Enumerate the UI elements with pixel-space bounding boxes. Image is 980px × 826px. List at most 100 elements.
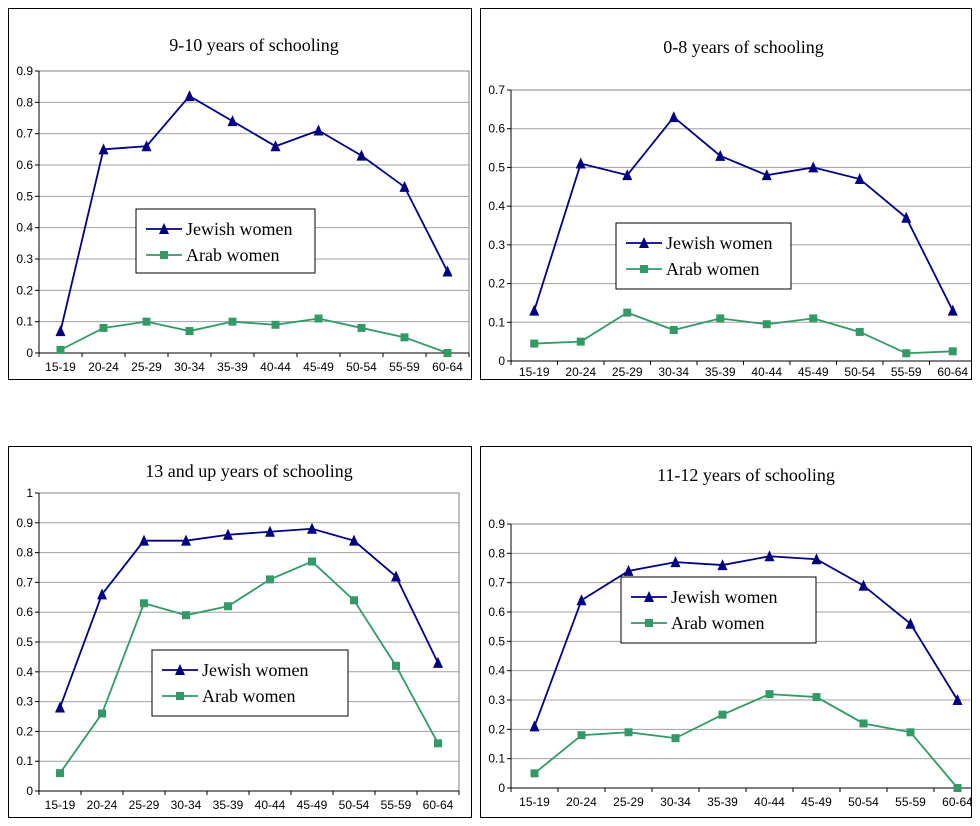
x-tick-label: 35-39 (705, 365, 736, 379)
legend-marker-square (160, 251, 168, 259)
series-line (59, 560, 439, 774)
legend-label: Jewish women (202, 660, 309, 680)
data-point-triangle (227, 115, 238, 127)
data-point-triangle (141, 140, 152, 152)
x-tick-label: 25-29 (612, 365, 643, 379)
y-tick-label: 0.3 (16, 695, 33, 709)
y-tick-label: 0.2 (488, 277, 505, 291)
x-tick-label: 20-24 (88, 360, 119, 374)
data-point-square (762, 320, 771, 329)
y-tick-label: 0.6 (488, 122, 505, 136)
data-point-square (530, 339, 539, 348)
data-point-square (266, 575, 274, 584)
y-tick-label: 0.6 (16, 605, 33, 619)
y-tick-label: 0.9 (488, 517, 505, 531)
x-tick-label: 25-29 (613, 795, 644, 809)
series-line (534, 311, 953, 355)
x-tick-label: 20-24 (566, 795, 597, 809)
data-point-triangle (356, 149, 367, 161)
legend-label: Jewish women (186, 219, 293, 239)
x-tick-label: 40-44 (751, 365, 782, 379)
data-point-square (140, 599, 148, 608)
y-tick-label: 0.4 (16, 665, 33, 679)
data-point-triangle (529, 304, 540, 316)
chart-title: 9-10 years of schooling (169, 35, 338, 55)
data-point-square (906, 728, 915, 737)
y-tick-label: 0.2 (488, 722, 505, 736)
chart-panel-0-8-years: 0-8 years of schooling 0 0.1 0.2 0.3 0.4 0.5 0.… (480, 8, 972, 380)
y-tick-label: 0.6 (488, 605, 505, 619)
x-tick-label: 15-19 (45, 798, 76, 812)
data-point-square (669, 326, 678, 335)
x-tick-label: 20-24 (565, 365, 596, 379)
data-point-square (56, 769, 64, 778)
x-tick-label: 35-39 (213, 798, 244, 812)
data-point-square (350, 596, 358, 605)
y-tick-label: 0.5 (488, 160, 505, 174)
x-tick-label: 35-39 (707, 795, 738, 809)
data-point-triangle (223, 528, 233, 540)
data-point-triangle (433, 656, 443, 668)
x-tick-label: 60-64 (432, 360, 463, 374)
data-point-square (56, 345, 65, 354)
data-point-triangle (575, 157, 586, 169)
data-point-triangle (184, 90, 195, 102)
legend-marker-triangle (159, 223, 169, 234)
x-tick-label: 55-59 (895, 795, 926, 809)
data-point-triangle (952, 694, 963, 705)
data-point-triangle (715, 149, 726, 161)
data-point-square (576, 337, 585, 346)
chart-svg: 0-8 years of schooling 0 0.1 0.2 0.3 0.4 0.5 0.… (488, 37, 971, 379)
legend-box (615, 222, 792, 290)
x-tick-label: 45-49 (801, 795, 832, 809)
data-point-square (765, 690, 774, 699)
data-point-triangle (270, 140, 281, 152)
data-point-triangle (808, 161, 819, 173)
data-point-square (99, 323, 108, 332)
series-line (59, 527, 439, 708)
y-tick-label: 0.1 (16, 754, 33, 768)
x-tick-label: 15-19 (519, 365, 550, 379)
data-point-triangle (947, 304, 958, 316)
data-point-triangle (717, 559, 728, 571)
chart-svg: 9-10 years of schooling 0 0.1 0.2 0.3 0.4 0.5 0… (16, 35, 470, 374)
data-point-square (182, 611, 190, 620)
x-tick-label: 30-34 (658, 365, 689, 379)
data-point-square (185, 327, 194, 336)
x-tick-label: 30-34 (174, 360, 205, 374)
y-tick-label: 0.1 (488, 315, 505, 329)
x-tick-label: 15-19 (45, 360, 76, 374)
y-tick-label: 0.4 (16, 221, 33, 235)
data-point-square (98, 709, 106, 718)
data-point-triangle (623, 564, 634, 576)
x-tick-label: 25-29 (129, 798, 160, 812)
x-tick-label: 50-54 (339, 798, 370, 812)
y-tick-label: 0.9 (16, 64, 33, 78)
chart-title: 13 and up years of schooling (145, 461, 352, 481)
data-point-square (948, 347, 957, 356)
data-point-square (357, 323, 366, 332)
legend-label: Arab women (186, 245, 279, 265)
data-point-triangle (313, 124, 324, 136)
data-point-square (400, 333, 409, 342)
data-point-square (859, 719, 868, 728)
data-point-square (271, 320, 280, 329)
data-point-triangle (55, 701, 65, 713)
data-point-triangle (265, 525, 275, 537)
data-point-triangle (576, 594, 587, 606)
x-tick-label: 55-59 (891, 365, 922, 379)
data-point-square (623, 308, 632, 317)
data-point-square (716, 314, 725, 323)
chart-title: 11-12 years of schooling (657, 465, 835, 485)
x-tick-label: 25-29 (131, 360, 162, 374)
x-tick-label: 50-54 (844, 365, 875, 379)
legend-label: Arab women (666, 259, 759, 279)
y-tick-label: 0.1 (16, 315, 33, 329)
data-point-triangle (399, 180, 410, 192)
data-point-square (718, 710, 727, 719)
chart-panel-9-10-years: 9-10 years of schooling 0 0.1 0.2 0.3 0.4 0.5 0… (8, 8, 472, 380)
data-point-square (624, 728, 633, 737)
y-tick-label: 0.7 (16, 575, 33, 589)
y-tick-label: 0 (498, 354, 505, 368)
data-point-square (855, 327, 864, 336)
